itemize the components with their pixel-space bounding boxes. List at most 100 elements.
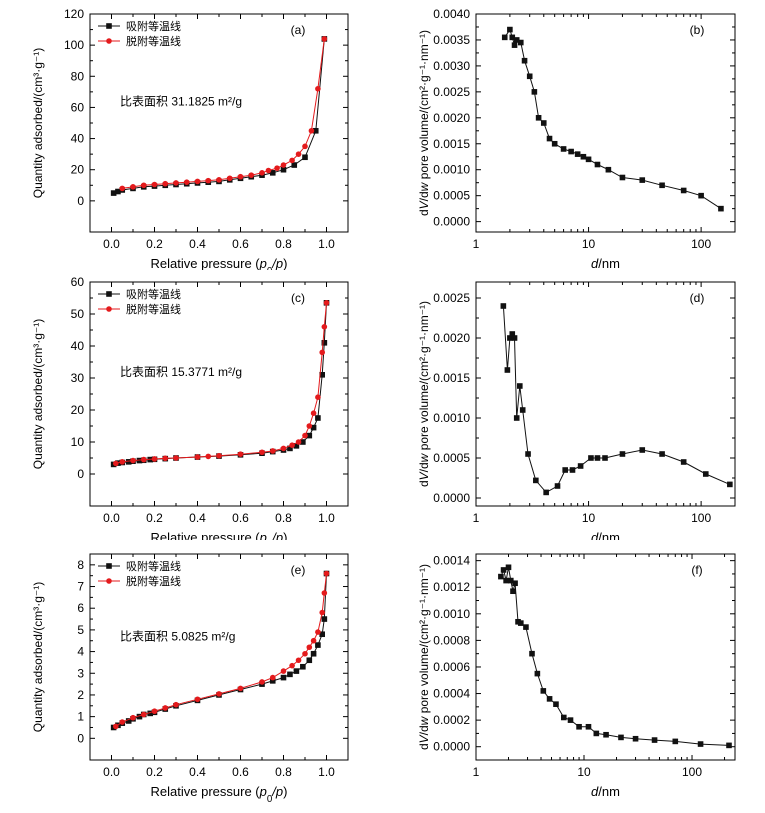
- x-tick-label: 0.0: [103, 765, 120, 779]
- chart-e: 0.0 0.2 0.4 0.6 0.8 1.0 0 1 2 3 4 5 6 7 8 Relative pres…: [31, 553, 349, 805]
- x-tick-label: 0.4: [189, 237, 206, 251]
- data-point: [321, 36, 328, 42]
- panel-label: (d): [690, 291, 705, 305]
- data-point: [567, 717, 574, 723]
- y-tick-label: 0.0000: [433, 215, 470, 229]
- series-desorption: [113, 300, 330, 467]
- data-point: [605, 166, 612, 173]
- data-point: [551, 140, 558, 147]
- data-point: [503, 577, 509, 584]
- x-tick-label: 0.2: [146, 237, 163, 251]
- data-point: [531, 89, 538, 95]
- data-point: [697, 741, 704, 747]
- data-point: [509, 34, 516, 41]
- data-point: [511, 42, 518, 48]
- data-point: [280, 668, 287, 674]
- data-point: [602, 455, 608, 461]
- x-tick-label: 0.4: [189, 511, 206, 525]
- y-tick-label: 0.0035: [433, 33, 470, 47]
- data-point: [517, 39, 524, 46]
- data-point: [130, 184, 136, 190]
- data-point: [302, 432, 308, 439]
- data-point: [125, 718, 132, 724]
- data-point: [680, 459, 687, 465]
- plot-frame: [475, 13, 736, 233]
- data-point: [319, 349, 326, 356]
- data-point: [560, 146, 567, 152]
- data-point: [310, 424, 317, 431]
- data-point: [237, 173, 244, 180]
- data-point: [310, 410, 317, 416]
- panel-c: 0.0 0.2 0.4 0.6 0.8 1.0 0 10 20 30 40 50 60 Relative …: [0, 270, 382, 551]
- x-axis-label: Relative pressure (p0/p): [151, 256, 288, 270]
- data-point: [312, 127, 319, 134]
- data-point: [521, 57, 528, 64]
- data-point: [147, 710, 153, 717]
- data-point: [269, 170, 276, 176]
- data-point: [237, 451, 244, 457]
- data-point: [295, 151, 302, 157]
- data-point: [291, 162, 298, 168]
- panel-d: 1 10 100 0.0000 0.0005 0.0010 0.0015 0.0020 0.00…: [382, 270, 765, 545]
- data-point: [501, 34, 508, 41]
- data-point: [702, 471, 709, 477]
- x-tick-label: 0.8: [275, 237, 292, 251]
- data-point: [546, 696, 553, 702]
- data-point: [321, 324, 328, 330]
- y-tick-label: 2: [77, 688, 84, 702]
- data-point: [562, 467, 568, 473]
- series-line: [115, 573, 327, 727]
- data-point: [300, 439, 306, 445]
- data-point: [513, 37, 520, 43]
- data-point: [140, 456, 147, 463]
- data-point: [151, 708, 158, 715]
- series-desorption: [113, 570, 330, 730]
- legend-label: 吸附等温线: [126, 19, 181, 33]
- y-tick-label: 0.0010: [433, 163, 470, 177]
- data-point: [498, 573, 504, 580]
- series-line: [113, 302, 327, 465]
- y-tick-label: 0.0020: [433, 331, 470, 345]
- data-point: [574, 151, 581, 157]
- data-point: [323, 300, 330, 306]
- data-point: [119, 719, 126, 725]
- data-point: [269, 674, 276, 681]
- data-point: [513, 415, 520, 421]
- data-point: [248, 172, 255, 178]
- data-point: [130, 714, 136, 721]
- x-tick-label: 0.6: [232, 511, 249, 525]
- data-point: [726, 742, 732, 749]
- x-tick-label: 0.6: [232, 765, 249, 779]
- panel-label: (f): [691, 563, 702, 577]
- series-adsorption: [498, 564, 732, 749]
- x-tick-label: 1: [473, 237, 480, 251]
- data-point: [594, 161, 601, 168]
- data-point: [306, 423, 313, 429]
- data-point: [680, 187, 687, 194]
- data-point: [319, 372, 325, 378]
- data-point: [727, 481, 733, 488]
- legend-label: 吸附等温线: [126, 287, 181, 301]
- data-point: [588, 455, 594, 461]
- series-line: [113, 573, 327, 728]
- surface-area-annotation: 比表面积 5.0825 m²/g: [120, 630, 235, 644]
- y-tick-label: 1: [77, 710, 84, 724]
- series-desorption: [119, 36, 328, 192]
- y-axis-label: dV/dw pore volume/(cm²·g⁻¹·nm⁻¹): [417, 564, 431, 750]
- data-point: [319, 609, 326, 616]
- data-point: [533, 477, 539, 484]
- data-point: [525, 451, 531, 457]
- data-point: [115, 188, 121, 195]
- data-point: [509, 331, 516, 337]
- y-tick-label: 0.0015: [433, 371, 470, 385]
- data-point: [321, 340, 328, 346]
- data-point: [295, 657, 302, 664]
- data-point: [269, 678, 276, 684]
- data-point: [289, 662, 295, 669]
- data-point: [518, 620, 524, 626]
- data-point: [517, 383, 523, 389]
- y-tick-label: 40: [71, 132, 85, 146]
- panel-f: 1 10 100 0.0000 0.0002 0.0004 0.0006 0.0008 0.00…: [382, 540, 765, 808]
